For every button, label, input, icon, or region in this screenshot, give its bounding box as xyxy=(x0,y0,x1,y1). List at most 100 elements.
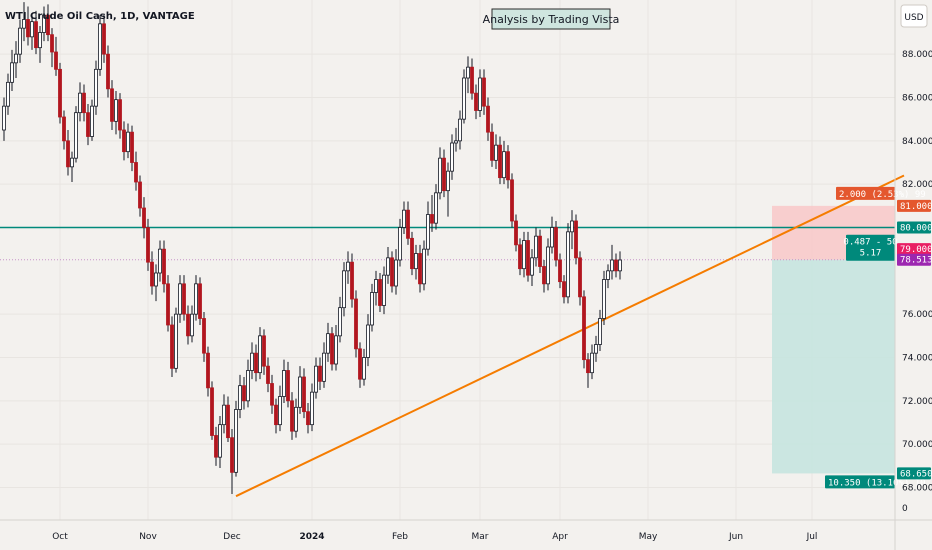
candle-body xyxy=(246,370,250,402)
candle-body xyxy=(462,77,466,120)
candle xyxy=(246,359,250,408)
candle xyxy=(482,69,486,115)
candle-body xyxy=(454,140,458,144)
candle xyxy=(118,93,122,139)
candle xyxy=(214,426,218,466)
price-axis[interactable]: 88.000 86.000 84.000 82.000 76.000 74.000 72.0… xyxy=(897,50,932,514)
risk-label-text: 2.000 (2.53%) 99 xyxy=(839,190,926,200)
candle-body xyxy=(194,283,198,315)
time-axis[interactable]: Oct Nov Dec 2024 Feb Mar Apr May Jun Jul xyxy=(52,532,817,542)
candle-body xyxy=(506,151,510,181)
candle xyxy=(310,383,314,432)
candle xyxy=(346,251,350,284)
candle xyxy=(458,110,462,150)
candle-body xyxy=(118,99,122,131)
candle-body xyxy=(318,365,322,382)
candle-body xyxy=(242,385,246,402)
candle xyxy=(550,216,554,254)
candle-body xyxy=(142,207,146,228)
candle xyxy=(258,327,262,380)
candle xyxy=(38,26,42,63)
candle xyxy=(510,173,514,228)
candle xyxy=(490,123,494,167)
price-tick: 76.000 xyxy=(902,310,932,320)
candle xyxy=(358,342,362,388)
candle-body xyxy=(502,151,506,179)
candle-body xyxy=(210,387,214,436)
candle-body xyxy=(474,92,478,111)
candle-body xyxy=(354,298,358,350)
candle-body xyxy=(414,253,418,270)
candle-body xyxy=(366,324,370,358)
candle-body xyxy=(554,227,558,261)
candle-body xyxy=(286,370,290,402)
currency-label: USD xyxy=(904,13,923,23)
candle-body xyxy=(590,352,594,374)
candle xyxy=(414,244,418,280)
candle xyxy=(602,270,606,325)
candle xyxy=(182,275,186,321)
candle-body xyxy=(50,34,54,53)
candle-body xyxy=(170,324,174,369)
candle-body xyxy=(54,51,58,70)
candle-body xyxy=(486,105,490,133)
reward-label-box xyxy=(825,475,895,489)
candle-body xyxy=(498,144,502,179)
candle xyxy=(554,221,558,267)
price-label: 79.000 xyxy=(897,243,932,256)
candle-body xyxy=(482,77,486,107)
candle-body xyxy=(618,259,622,272)
candle-body xyxy=(466,66,470,79)
candle-body xyxy=(106,53,110,90)
time-tick: Jun xyxy=(728,532,743,542)
candle-body xyxy=(234,409,238,473)
candle-body xyxy=(534,235,538,259)
candle-body xyxy=(186,313,190,337)
candle xyxy=(590,344,594,380)
candle xyxy=(514,214,518,252)
candle-body xyxy=(102,23,106,55)
candle-body xyxy=(538,235,542,267)
candle-body xyxy=(70,157,74,168)
candle-body xyxy=(190,313,194,337)
candle xyxy=(46,4,50,42)
candle-body xyxy=(238,385,242,410)
candle-body xyxy=(34,21,38,49)
candle xyxy=(574,214,578,265)
candle xyxy=(526,231,530,282)
candle-body xyxy=(550,227,554,248)
candle-body xyxy=(606,270,610,280)
candle xyxy=(54,36,58,76)
currency-button[interactable]: USD xyxy=(900,4,928,28)
candle xyxy=(290,392,294,440)
candle xyxy=(270,374,274,414)
candle xyxy=(542,260,546,293)
candle-body xyxy=(514,220,518,246)
candle-body xyxy=(370,292,374,326)
candle-body xyxy=(394,259,398,287)
candle-body xyxy=(270,383,274,406)
candle xyxy=(470,58,474,100)
price-tick: 74.000 xyxy=(902,354,932,364)
price-label: 80.000 xyxy=(897,221,932,234)
ratio-label: 0.487 - 505.17 xyxy=(843,234,898,261)
candle xyxy=(594,335,598,362)
candle-body xyxy=(222,404,226,426)
candle-body xyxy=(570,220,574,233)
candle-body xyxy=(566,231,570,298)
candle xyxy=(86,104,90,146)
time-tick: 2024 xyxy=(299,532,324,542)
candle xyxy=(586,353,590,388)
candle xyxy=(242,377,246,410)
candle xyxy=(398,218,402,267)
candle-body xyxy=(510,179,514,222)
price-tick: 84.000 xyxy=(902,137,932,147)
candle-body xyxy=(126,131,130,153)
candle-body xyxy=(10,62,14,83)
candle xyxy=(518,238,522,276)
candle-body xyxy=(82,92,86,114)
candle xyxy=(486,97,490,141)
position-zones xyxy=(772,205,895,474)
time-tick: Jul xyxy=(806,532,818,542)
